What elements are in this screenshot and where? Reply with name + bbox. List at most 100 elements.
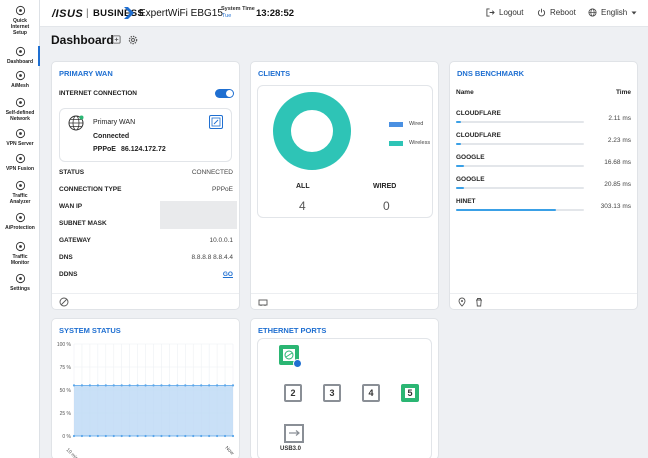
card-title: PRIMARY WAN	[59, 69, 113, 78]
dns-label: DNS	[59, 254, 73, 261]
system-time-day: Tue	[222, 13, 232, 19]
sidebar-item-aiprotection[interactable]: AiProtection	[0, 212, 40, 231]
x-tick-label: Now	[224, 445, 236, 457]
ports-inner-panel: 2 3 4 5 USB3.0	[257, 338, 432, 458]
legend-swatch-wired	[389, 122, 403, 127]
wan-settings-button[interactable]	[209, 115, 223, 129]
sidebar-item-label: AiMesh	[11, 83, 29, 89]
vpn-server-icon	[15, 128, 25, 139]
wan-name: Primary WAN	[93, 119, 136, 126]
series-point	[104, 384, 107, 387]
sidebar-item-label: Monitor	[10, 260, 30, 266]
toggle-knob	[226, 90, 233, 97]
lan-port-5[interactable]: 5	[401, 384, 419, 402]
dns-latency-fill	[456, 165, 464, 167]
sidebar-item-label: Quick	[13, 18, 27, 24]
reboot-button[interactable]: Reboot	[537, 8, 576, 17]
sidebar-item-label: VPN Fusion	[5, 166, 35, 172]
edit-layout-icon[interactable]	[112, 35, 121, 44]
chevron-down-icon	[631, 11, 637, 14]
wan-protocol: PPPoE	[93, 146, 116, 153]
series-point	[184, 434, 187, 438]
ddns-go-link[interactable]: GO	[222, 271, 233, 278]
series-point	[80, 434, 84, 438]
series-point	[200, 434, 203, 438]
dns-benchmark-card: DNS BENCHMARK Name Time CLOUDFLARE 2.11 m…	[449, 61, 638, 310]
language-label: English	[601, 8, 628, 17]
series-point	[176, 434, 179, 438]
primary-wan-summary: Primary WAN Connected PPPoE 86.124.172.7…	[59, 108, 232, 162]
dns-row-name: GOOGLE	[456, 176, 485, 183]
lan-port-3[interactable]: 3	[323, 384, 341, 402]
sidebar-item-quick-setup[interactable]: Quick Internet Setup	[0, 5, 40, 36]
series-point	[96, 434, 99, 438]
clients-inner-panel: Wired Wireless ALL 4 WIRED 0	[257, 85, 433, 218]
location-pin-icon[interactable]	[457, 297, 467, 307]
lan-port-2[interactable]: 2	[284, 384, 302, 402]
wan-port[interactable]	[279, 345, 302, 368]
wan-signal-icon[interactable]	[59, 297, 69, 307]
status-label: STATUS	[59, 169, 85, 176]
trash-icon[interactable]	[474, 297, 484, 307]
ethernet-icon[interactable]	[258, 297, 268, 307]
sidebar-item-aimesh[interactable]: AiMesh	[0, 70, 40, 89]
top-header: /ISUS | BUSINESS ExpertWiFi EBG15 System…	[40, 0, 648, 27]
sidebar-item-label: Analyzer	[9, 199, 31, 205]
sidebar-item-traffic-analyzer[interactable]: Traffic Analyzer	[0, 180, 40, 205]
lan-port-label: 3	[327, 388, 337, 398]
all-clients-count[interactable]: 4	[299, 199, 306, 213]
dns-col-name: Name	[456, 89, 474, 96]
y-tick-label: 0 %	[62, 434, 71, 440]
gear-icon[interactable]	[128, 35, 138, 45]
series-point	[192, 434, 195, 438]
sidebar: Quick Internet Setup Dashboard AiMesh Self-de…	[0, 0, 40, 458]
settings-icon	[15, 273, 25, 284]
clients-donut-chart	[273, 92, 351, 170]
primary-wan-card: PRIMARY WAN INTERNET CONNECTION Primary …	[51, 61, 240, 310]
series-point	[136, 384, 139, 387]
wired-clients-count[interactable]: 0	[383, 199, 390, 213]
series-point	[160, 434, 163, 438]
series-point	[176, 384, 179, 387]
wireless-slice	[273, 92, 351, 170]
brand-logo: /ISUS	[52, 8, 84, 20]
dns-latency-bar	[456, 121, 584, 123]
sidebar-item-traffic-monitor[interactable]: Traffic Monitor	[0, 241, 40, 266]
card-title: ETHERNET PORTS	[258, 326, 327, 335]
dns-latency-bar	[456, 165, 584, 167]
language-select[interactable]: English	[588, 8, 637, 17]
card-title: SYSTEM STATUS	[59, 326, 121, 335]
internet-connection-toggle[interactable]	[215, 89, 234, 98]
ddns-label: DDNS	[59, 271, 78, 278]
redacted-block	[160, 201, 237, 229]
wired-clients-label: WIRED	[373, 183, 397, 190]
sidebar-item-label: Traffic	[12, 193, 28, 199]
series-point	[223, 434, 227, 438]
series-point	[128, 434, 131, 438]
sidebar-item-dashboard[interactable]: Dashboard	[0, 46, 40, 65]
sidebar-item-vpn-server[interactable]: VPN Server	[0, 128, 40, 147]
sidebar-item-network[interactable]: Self-defined Network	[0, 97, 40, 122]
sidebar-active-indicator	[38, 46, 40, 66]
sidebar-item-settings[interactable]: Settings	[0, 273, 40, 292]
dns-col-time: Time	[615, 89, 631, 96]
page-title: Dashboard	[51, 33, 114, 47]
logout-icon	[486, 8, 495, 17]
usb-port-icon[interactable]	[284, 424, 304, 443]
dns-latency-bar	[456, 187, 584, 189]
logout-button[interactable]: Logout	[486, 8, 523, 17]
sidebar-item-vpn-fusion[interactable]: VPN Fusion	[0, 153, 40, 172]
series-point	[72, 384, 76, 387]
aiprotection-icon	[15, 212, 25, 223]
dns-row-name: HINET	[456, 198, 476, 205]
sidebar-item-label: Setup	[13, 30, 27, 36]
lan-port-4[interactable]: 4	[362, 384, 380, 402]
aimesh-icon	[15, 70, 25, 81]
legend-wireless-label: Wireless	[409, 140, 431, 146]
dns-latency-fill	[456, 209, 556, 211]
lan-port-label: 2	[288, 388, 298, 398]
series-point	[104, 434, 107, 438]
series-point	[144, 434, 147, 438]
series-point	[200, 384, 203, 387]
series-point	[223, 384, 227, 387]
